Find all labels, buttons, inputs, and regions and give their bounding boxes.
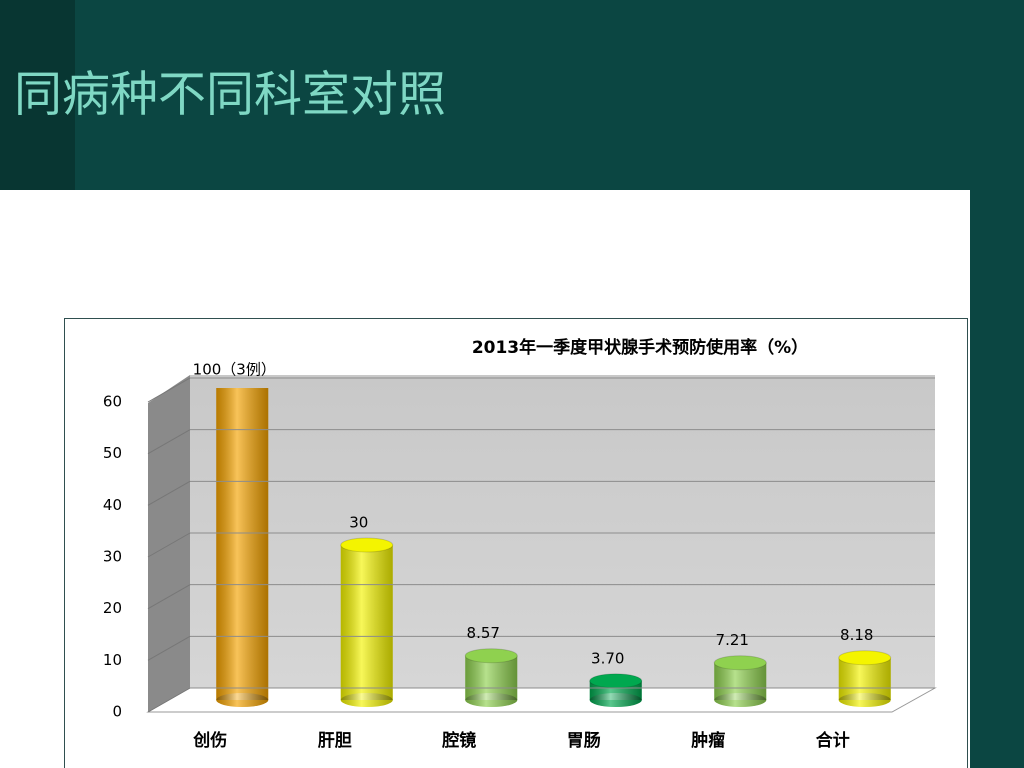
x-tick-label: 腔镜 — [441, 730, 476, 751]
grid-line-side — [147, 377, 191, 403]
y-tick-label: 30 — [103, 548, 122, 566]
bar-top — [589, 673, 643, 689]
value-label: 8.18 — [840, 626, 873, 644]
x-tick-label: 创伤 — [192, 730, 227, 751]
bar-base-shade — [340, 693, 393, 707]
grid-line-side — [147, 532, 191, 558]
bar-shade — [465, 655, 518, 700]
x-tick-label: 肿瘤 — [691, 730, 725, 751]
grid-line-side — [147, 480, 191, 506]
bars — [216, 388, 892, 707]
side-wall — [148, 375, 190, 712]
bar-top — [464, 648, 518, 664]
x-tick-label: 合计 — [816, 730, 850, 751]
bar-base-shade — [216, 693, 269, 707]
bar-base-shade — [589, 693, 642, 707]
back-wall — [190, 375, 935, 688]
grid-line-side — [147, 584, 191, 610]
header-band — [0, 0, 1024, 190]
y-tick-label: 20 — [103, 599, 122, 617]
value-label: 30 — [349, 514, 368, 532]
value-label: 7.21 — [716, 631, 749, 649]
chart-title: 2013年一季度甲状腺手术预防使用率（%） — [472, 337, 808, 358]
value-label: 3.70 — [591, 649, 624, 667]
bar-top — [713, 655, 767, 671]
value-label: 100（3例） — [193, 361, 276, 379]
grid-line-side — [147, 687, 191, 713]
slide-title: 同病种不同科室对照 — [14, 67, 446, 123]
bar-base-shade — [465, 693, 518, 707]
bar-base-shade — [838, 693, 891, 707]
y-tick-label: 50 — [103, 444, 122, 462]
bar-top — [340, 537, 394, 553]
bar-shade — [216, 388, 269, 701]
bar-shade — [340, 545, 393, 700]
y-tick-label: 0 — [112, 703, 122, 721]
value-label: 8.57 — [467, 624, 500, 642]
bar-shade — [838, 657, 891, 700]
y-tick-label: 60 — [103, 393, 122, 411]
x-tick-label: 肝胆 — [318, 731, 352, 751]
bar-base-shade — [714, 693, 767, 707]
bar-top — [838, 650, 892, 666]
header-pattern — [0, 0, 75, 190]
y-tick-label: 40 — [103, 496, 122, 514]
y-tick-label: 10 — [103, 651, 122, 669]
grid-line-side — [147, 429, 191, 455]
x-tick-label: 胃肠 — [567, 731, 601, 751]
grid-line-side — [147, 635, 191, 661]
